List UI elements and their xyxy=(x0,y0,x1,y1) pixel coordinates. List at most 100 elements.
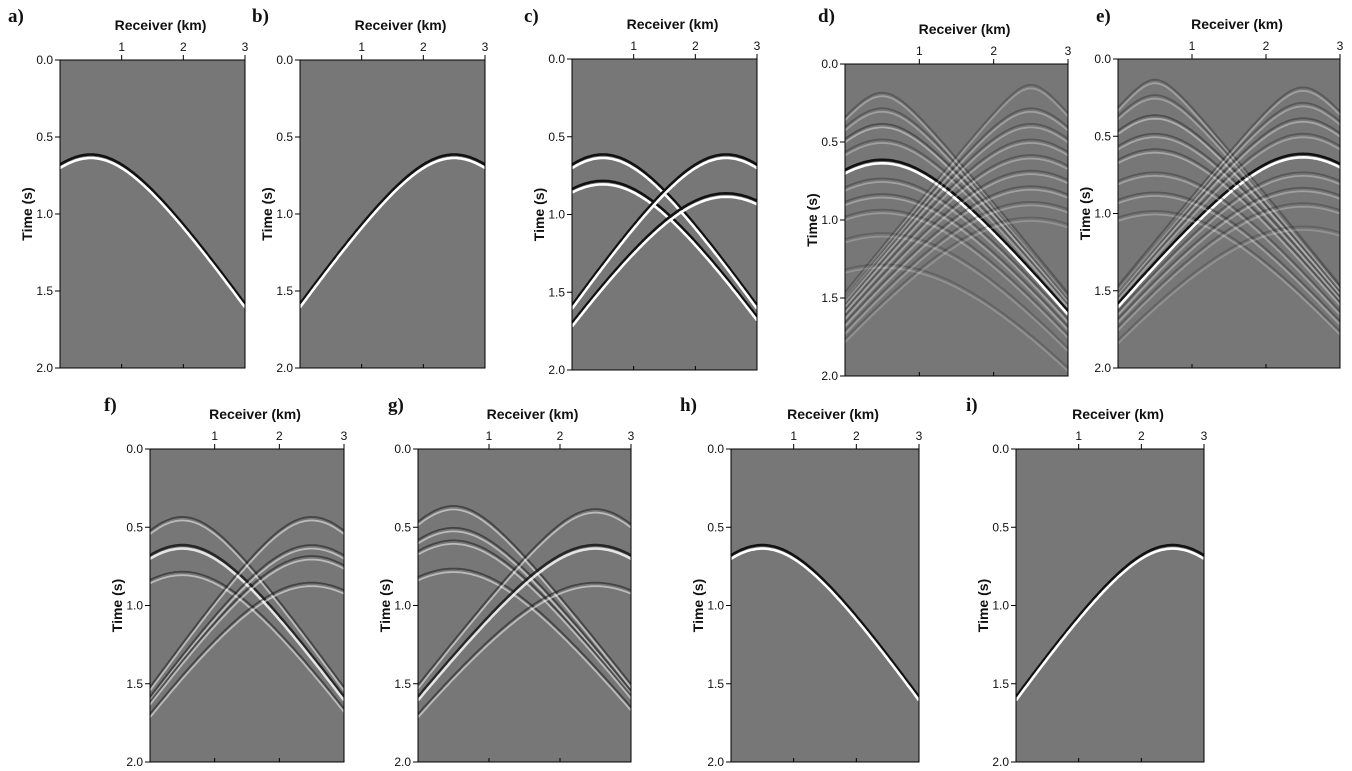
y-tick-label: 0.0 xyxy=(394,442,411,456)
x-tick-label: 3 xyxy=(916,429,923,443)
event-peak xyxy=(1118,151,1340,306)
event-trough xyxy=(1118,78,1340,286)
y-tick-label: 1.5 xyxy=(1094,284,1111,298)
x-axis-title: Receiver (km) xyxy=(1191,16,1283,32)
event-trough xyxy=(572,179,757,318)
panel-label: d) xyxy=(818,6,835,27)
y-tick-label: 0.5 xyxy=(992,520,1009,534)
event-peak xyxy=(1118,82,1340,289)
y-tick-label: 2.0 xyxy=(126,755,143,766)
event-peak xyxy=(845,110,1068,300)
event-trough xyxy=(150,555,344,702)
x-tick-label: 3 xyxy=(1065,44,1072,58)
event-trough xyxy=(572,191,757,324)
event-trough xyxy=(845,216,1068,340)
event-peak xyxy=(845,220,1068,344)
plot-area xyxy=(300,60,485,368)
event-trough xyxy=(845,123,1068,300)
event-trough xyxy=(1118,186,1340,320)
event-peak xyxy=(150,558,344,706)
x-axis-title: Receiver (km) xyxy=(355,17,447,33)
panel-label: b) xyxy=(252,6,269,27)
panel-label: c) xyxy=(524,6,539,27)
event-peak xyxy=(845,188,1068,327)
x-tick-label: 3 xyxy=(482,40,489,54)
plot-area xyxy=(731,449,919,762)
plot-area xyxy=(418,449,631,762)
event-trough xyxy=(731,543,919,698)
x-tick-label: 2 xyxy=(276,429,283,443)
event-peak xyxy=(1118,213,1340,336)
events xyxy=(60,153,245,309)
x-tick-label: 3 xyxy=(754,39,761,53)
event-peak xyxy=(845,173,1068,320)
panel: b) Receiver (km) Time (s) 1 2 3 0.0 0.5 1.0 1.5 2.… xyxy=(252,6,489,375)
event-trough xyxy=(1118,117,1340,293)
event-peak xyxy=(150,547,344,701)
y-tick-label: 0.0 xyxy=(707,442,724,456)
y-axis-title: Time (s) xyxy=(259,187,275,240)
plot-area xyxy=(1016,449,1204,762)
event-peak xyxy=(845,235,1068,353)
event-trough xyxy=(572,153,757,307)
y-tick-label: 1.0 xyxy=(821,213,838,227)
event-trough xyxy=(150,570,344,710)
event-peak xyxy=(572,195,757,328)
y-tick-label: 1.0 xyxy=(394,599,411,613)
event-peak xyxy=(1118,195,1340,326)
event-peak xyxy=(1118,175,1340,316)
y-tick-label: 2.0 xyxy=(707,755,724,766)
plot-area xyxy=(845,64,1068,376)
event-trough xyxy=(1118,225,1340,341)
event-peak xyxy=(1118,97,1340,292)
y-tick-label: 1.0 xyxy=(707,599,724,613)
event-trough xyxy=(150,515,344,688)
event-peak xyxy=(845,142,1068,308)
event-peak xyxy=(1118,229,1340,345)
y-tick-label: 2.0 xyxy=(1094,361,1111,375)
event-trough xyxy=(1016,543,1204,698)
panel: e) Receiver (km) Time (s) 1 2 3 0.0 0.5 1.0 1.5 2.… xyxy=(1077,6,1344,375)
panel-label: f) xyxy=(104,395,117,416)
x-axis-title: Receiver (km) xyxy=(1072,406,1164,422)
event-peak xyxy=(1118,190,1340,324)
event-trough xyxy=(845,154,1068,310)
event-peak xyxy=(572,183,757,322)
event-trough xyxy=(418,508,631,686)
y-tick-label: 1.5 xyxy=(548,285,565,299)
panel: c) Receiver (km) Time (s) 1 2 3 0.0 0.5 1.0 1.5 2.… xyxy=(524,6,761,377)
x-tick-label: 2 xyxy=(990,44,997,58)
event-peak xyxy=(1118,105,1340,293)
event-trough xyxy=(845,232,1068,349)
event-trough xyxy=(845,83,1068,293)
event-peak xyxy=(1016,547,1204,702)
event-trough xyxy=(1118,94,1340,288)
y-tick-label: 1.5 xyxy=(126,677,143,691)
event-peak xyxy=(150,519,344,692)
panel: i) Receiver (km) Time (s) 1 2 3 0.0 0.5 1.0 1.5 2.… xyxy=(966,395,1208,769)
event-trough xyxy=(1118,202,1340,328)
x-tick-label: 3 xyxy=(341,429,348,443)
y-tick-label: 1.0 xyxy=(992,599,1009,613)
y-tick-label: 0.0 xyxy=(821,57,838,71)
event-trough xyxy=(418,539,631,696)
events xyxy=(1016,543,1204,702)
x-tick-label: 1 xyxy=(630,39,637,53)
x-axis-title: Receiver (km) xyxy=(209,406,301,422)
y-tick-label: 1.5 xyxy=(394,677,411,691)
event-trough xyxy=(1118,132,1340,298)
x-tick-label: 2 xyxy=(692,39,699,53)
y-tick-label: 2.0 xyxy=(36,361,53,375)
panel-label: a) xyxy=(8,6,24,27)
event-peak xyxy=(1118,155,1340,309)
event-trough xyxy=(1118,171,1340,313)
y-tick-label: 0.0 xyxy=(548,52,565,66)
event-peak xyxy=(845,196,1068,331)
event-peak xyxy=(150,585,344,718)
y-tick-label: 1.0 xyxy=(276,207,293,221)
event-peak xyxy=(845,110,1068,300)
event-trough xyxy=(300,153,485,305)
event-peak xyxy=(418,585,631,719)
y-tick-label: 1.5 xyxy=(821,291,838,305)
